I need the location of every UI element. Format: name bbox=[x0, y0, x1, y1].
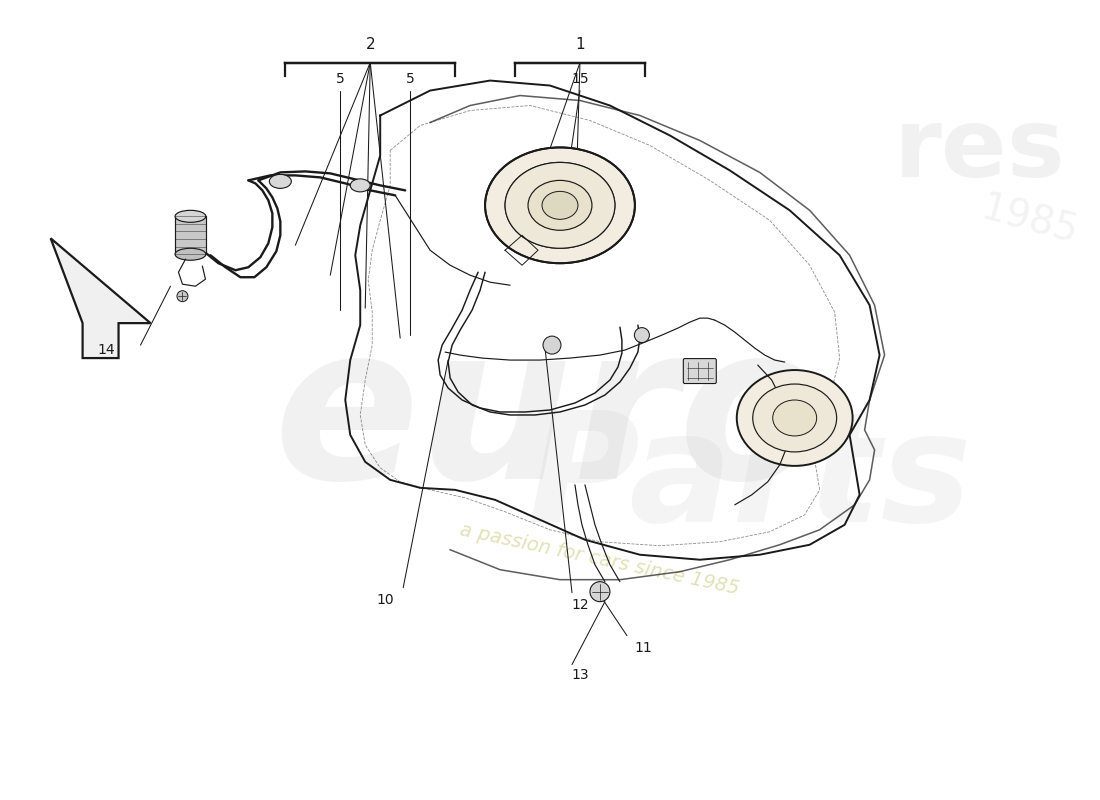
Ellipse shape bbox=[270, 174, 292, 188]
Text: euro: euro bbox=[274, 315, 826, 525]
Ellipse shape bbox=[485, 147, 635, 263]
Ellipse shape bbox=[350, 179, 371, 192]
Circle shape bbox=[635, 328, 649, 342]
Text: 11: 11 bbox=[635, 641, 652, 654]
Ellipse shape bbox=[752, 384, 837, 452]
Ellipse shape bbox=[505, 162, 615, 248]
Text: 10: 10 bbox=[376, 593, 394, 606]
Text: 5: 5 bbox=[406, 71, 415, 86]
Ellipse shape bbox=[772, 400, 816, 436]
Ellipse shape bbox=[175, 210, 206, 222]
Ellipse shape bbox=[737, 370, 852, 466]
Text: res: res bbox=[893, 104, 1065, 197]
Polygon shape bbox=[51, 238, 151, 358]
Text: 1985: 1985 bbox=[977, 189, 1082, 251]
Text: 2: 2 bbox=[365, 37, 375, 52]
Text: 1: 1 bbox=[575, 37, 585, 52]
Text: 14: 14 bbox=[98, 343, 116, 357]
Text: 12: 12 bbox=[571, 598, 588, 612]
Ellipse shape bbox=[175, 248, 206, 260]
Text: Parts: Parts bbox=[527, 406, 972, 554]
Polygon shape bbox=[175, 216, 206, 254]
FancyBboxPatch shape bbox=[683, 358, 716, 383]
Circle shape bbox=[177, 290, 188, 302]
Circle shape bbox=[590, 582, 609, 602]
Text: 5: 5 bbox=[336, 71, 344, 86]
Text: 15: 15 bbox=[571, 71, 588, 86]
Ellipse shape bbox=[528, 180, 592, 230]
Circle shape bbox=[543, 336, 561, 354]
Text: a passion for cars since 1985: a passion for cars since 1985 bbox=[459, 521, 741, 598]
Ellipse shape bbox=[542, 191, 578, 219]
Text: 13: 13 bbox=[571, 667, 588, 682]
